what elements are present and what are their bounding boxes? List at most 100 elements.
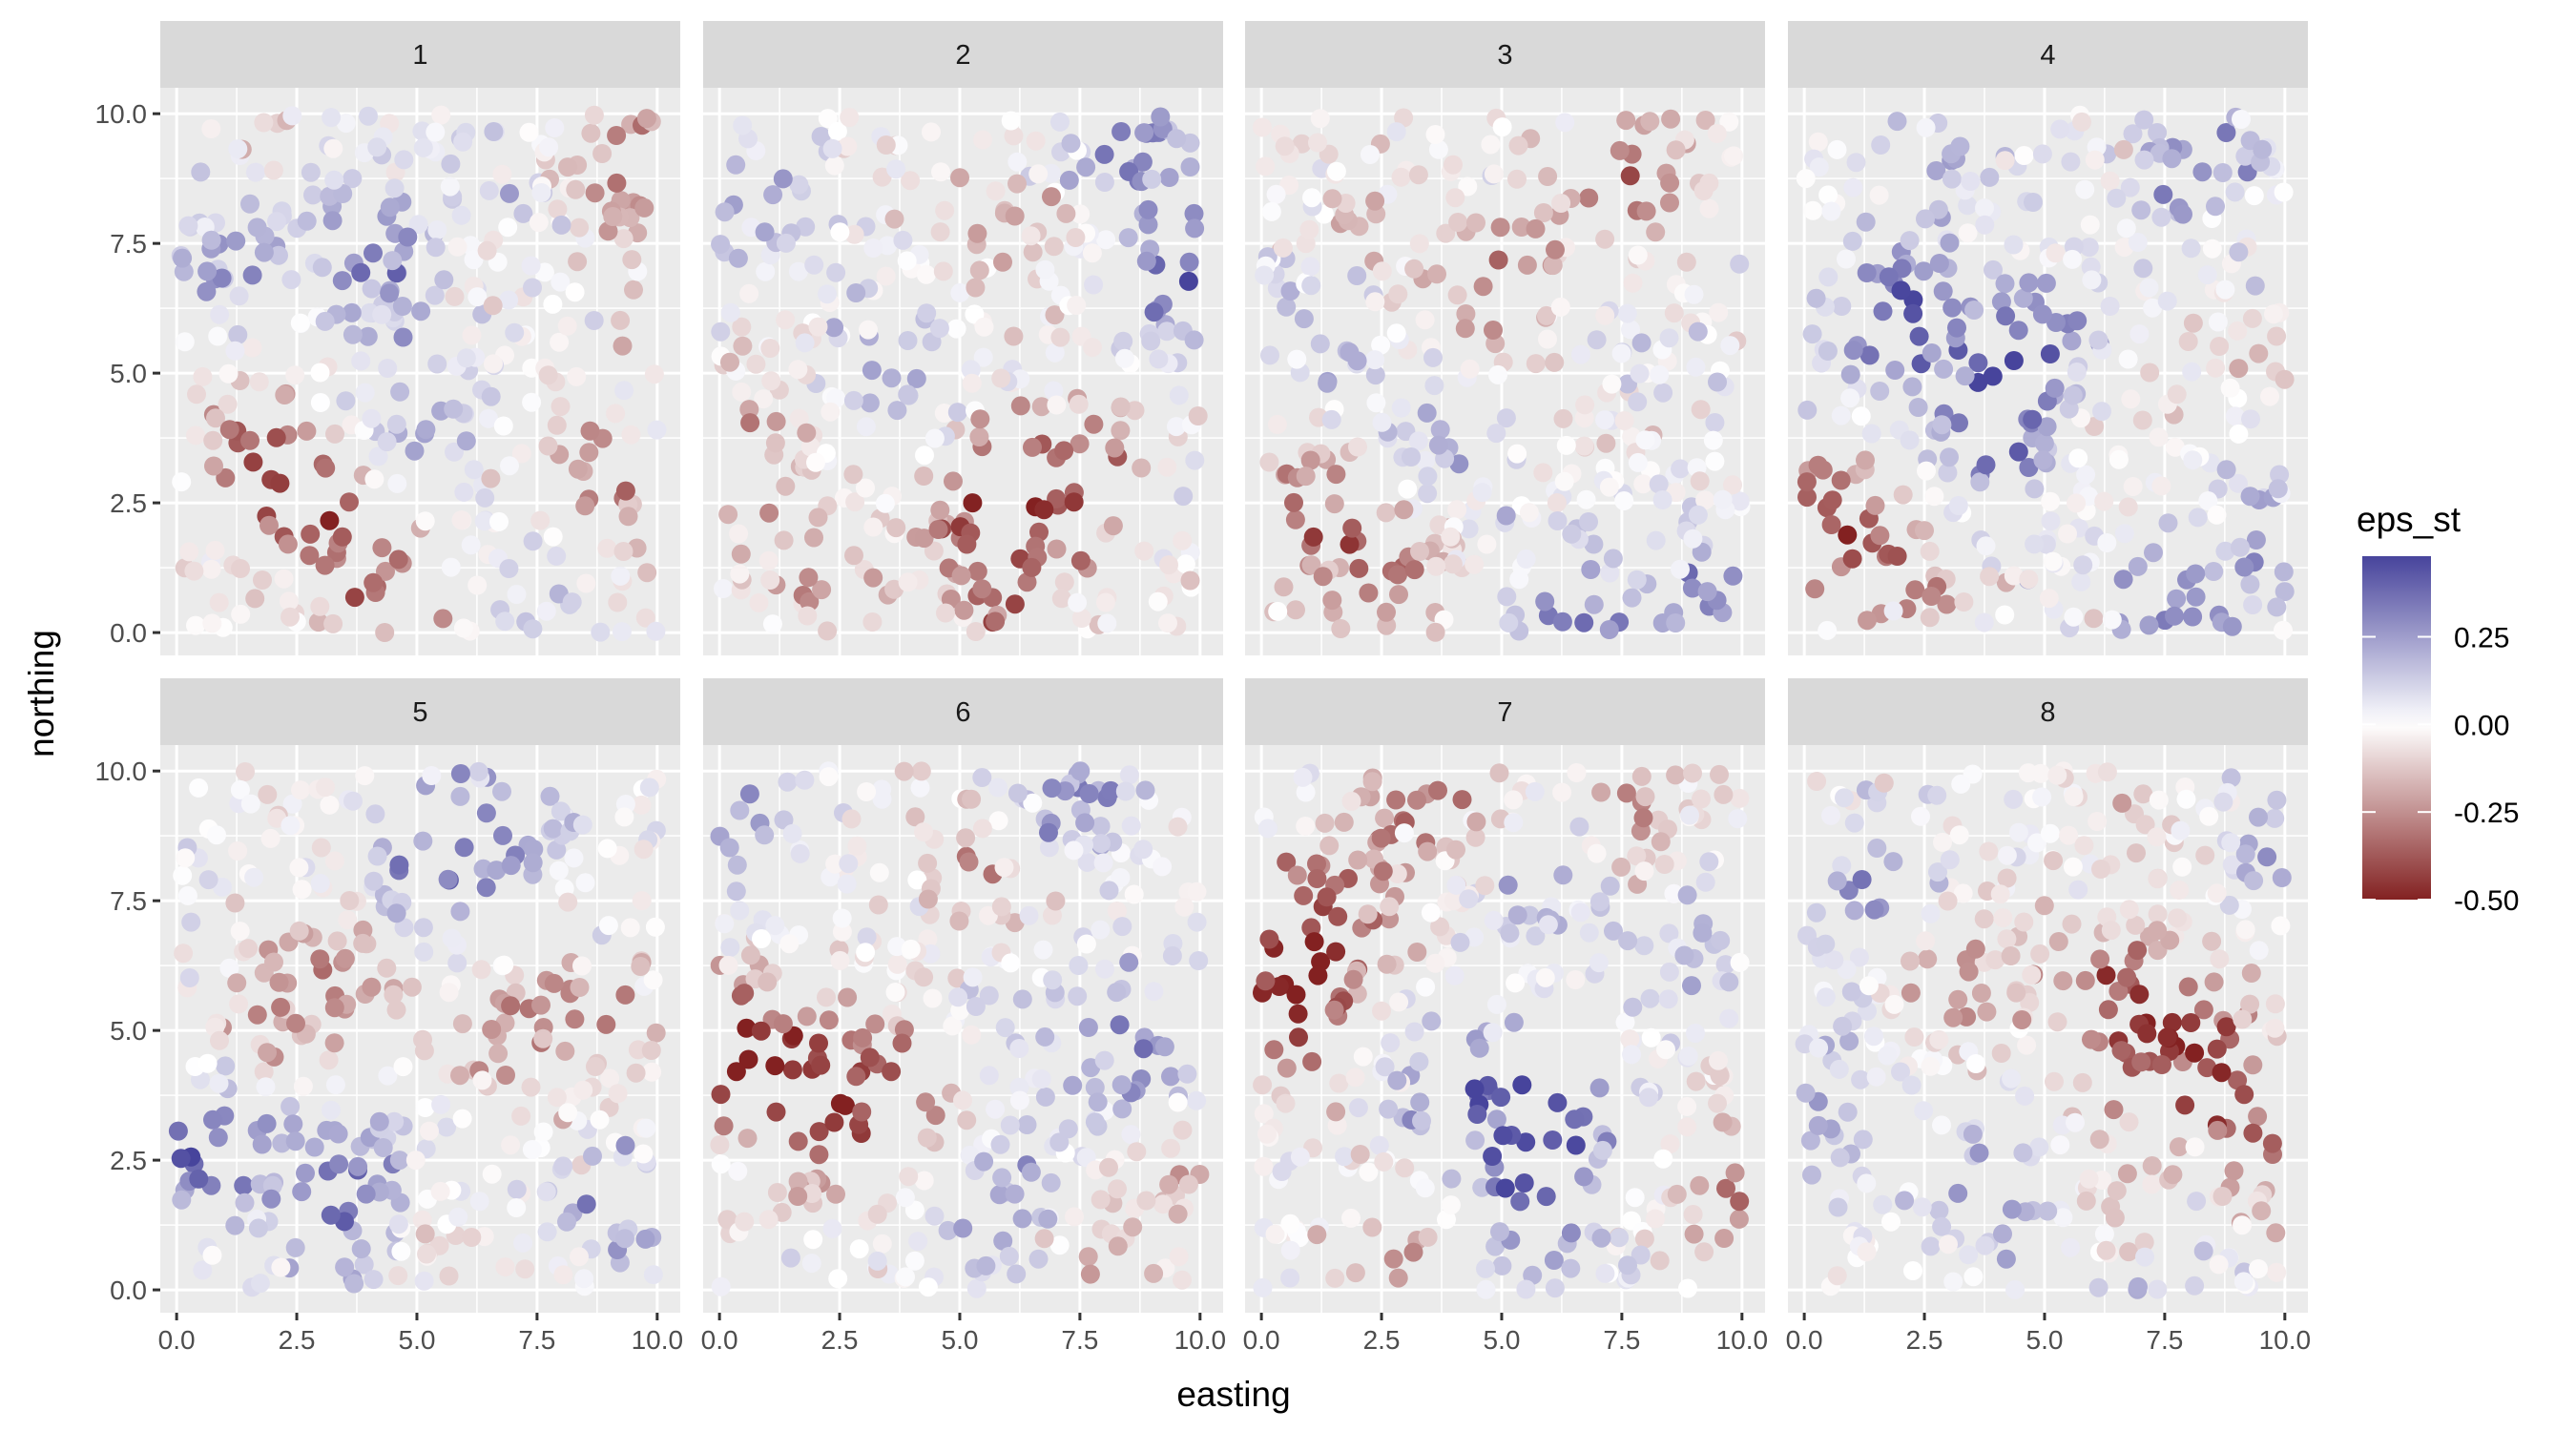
data-point <box>1078 1247 1098 1267</box>
data-point <box>1666 140 1686 160</box>
data-point <box>1418 484 1438 504</box>
data-point <box>773 169 793 189</box>
data-point <box>324 851 344 871</box>
data-point <box>1516 549 1536 569</box>
data-point <box>1307 1225 1327 1245</box>
data-point <box>991 368 1011 388</box>
data-point <box>2229 424 2249 444</box>
data-point <box>1879 267 1899 287</box>
data-point <box>1161 1138 1181 1158</box>
data-point <box>914 467 934 486</box>
data-point <box>1653 383 1673 403</box>
data-point <box>1394 823 1414 843</box>
data-point <box>2127 843 2146 863</box>
data-point <box>2066 1112 2085 1132</box>
data-point <box>1127 1142 1147 1162</box>
data-point <box>1991 292 2011 312</box>
data-point <box>1634 861 1654 881</box>
data-point <box>487 861 507 881</box>
data-point <box>1067 296 1087 315</box>
data-point <box>2162 1012 2182 1032</box>
data-point <box>1903 303 1923 323</box>
data-point <box>207 825 226 845</box>
data-point <box>1285 509 1305 529</box>
data-point <box>1407 943 1427 962</box>
data-point <box>1878 1046 1898 1066</box>
data-point <box>711 1154 731 1174</box>
data-point <box>863 568 883 588</box>
data-point <box>1574 436 1594 456</box>
data-point <box>484 122 504 141</box>
data-point <box>1284 492 1303 512</box>
data-point <box>1031 1069 1051 1089</box>
data-point <box>2275 582 2295 602</box>
data-point <box>930 500 950 520</box>
data-point <box>1084 414 1104 434</box>
data-point <box>1993 908 2013 928</box>
data-point <box>2064 607 2084 627</box>
data-point <box>765 1056 785 1076</box>
data-point <box>1591 1228 1611 1248</box>
data-point <box>826 262 846 282</box>
data-point <box>2038 1201 2058 1221</box>
data-point <box>1636 201 1656 221</box>
data-point <box>1265 1224 1285 1244</box>
data-point <box>717 1210 737 1230</box>
data-point <box>1488 250 1508 270</box>
data-point <box>452 1014 472 1034</box>
data-point <box>1345 1068 1365 1088</box>
data-point <box>1180 570 1200 591</box>
data-point <box>426 122 446 142</box>
data-point <box>1415 1178 1435 1198</box>
data-point <box>565 1009 585 1029</box>
data-point <box>452 1109 472 1129</box>
facet-panel-4: 4 <box>1788 21 2308 655</box>
data-point <box>1012 1209 1032 1229</box>
data-point <box>1633 474 1653 494</box>
data-point <box>1076 934 1096 954</box>
data-point <box>1287 349 1307 369</box>
data-point <box>1719 972 1739 992</box>
data-point <box>1321 409 1341 429</box>
data-point <box>2029 1137 2049 1157</box>
data-point <box>172 472 192 492</box>
data-point <box>957 534 977 554</box>
data-point <box>765 433 785 453</box>
data-point <box>1556 435 1576 455</box>
data-point <box>479 180 499 200</box>
data-point <box>2158 513 2178 533</box>
data-point <box>1280 1213 1300 1234</box>
data-point <box>1362 1217 1382 1237</box>
data-point <box>1017 1115 1037 1134</box>
data-point <box>1347 351 1367 371</box>
data-point <box>1610 1228 1630 1248</box>
data-point <box>2151 207 2171 227</box>
data-point <box>611 566 631 586</box>
data-point <box>811 1055 831 1075</box>
data-point <box>1506 973 1526 993</box>
data-point <box>522 358 542 378</box>
data-point <box>1287 865 1307 885</box>
data-point <box>1446 840 1465 860</box>
data-point <box>615 481 635 501</box>
data-point <box>540 786 560 806</box>
data-point <box>1959 962 1979 982</box>
data-point <box>803 1230 823 1250</box>
data-point <box>547 546 567 566</box>
data-point <box>1724 146 1744 166</box>
data-point <box>1465 554 1485 574</box>
data-point <box>1838 525 1858 545</box>
data-point <box>2059 825 2079 845</box>
data-point <box>1614 411 1634 430</box>
data-point <box>1342 518 1362 538</box>
data-point <box>1415 310 1435 330</box>
data-point <box>521 256 541 276</box>
data-point <box>843 465 863 485</box>
data-point <box>1319 836 1340 856</box>
data-point <box>2008 321 2028 341</box>
data-point <box>2006 983 2026 1003</box>
data-point <box>876 266 896 286</box>
data-point <box>1970 472 1990 492</box>
data-point <box>938 1220 958 1240</box>
data-point <box>1883 601 1903 621</box>
